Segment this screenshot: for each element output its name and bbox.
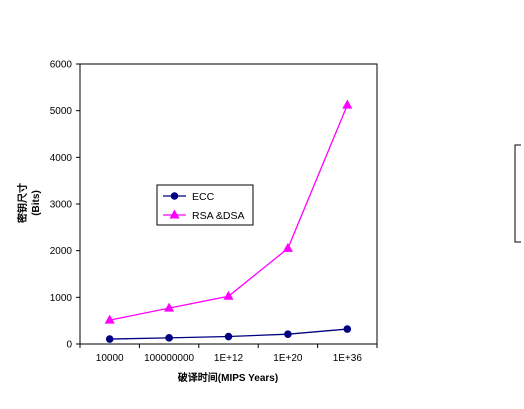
y-tick-label: 0 <box>66 340 72 351</box>
legend-label-rsa-dsa: RSA &DSA <box>192 210 245 222</box>
y-tick-label: 2000 <box>50 246 73 257</box>
data-point-ecc <box>105 335 114 343</box>
data-point-rsa-dsa <box>342 99 353 109</box>
x-axis-ticks: 10000 100000000 1E+12 1E+20 1E+36 <box>79 344 378 364</box>
x-tick-label: 1E+36 <box>333 353 363 364</box>
data-point-rsa-dsa <box>223 290 234 300</box>
legend-marker-ecc <box>170 192 179 200</box>
data-point-ecc <box>284 330 292 339</box>
x-tick-label: 10000 <box>96 353 124 364</box>
y-tick-label: 5000 <box>50 106 73 117</box>
data-point-ecc <box>224 332 233 341</box>
y-axis-ticks: 0 1000 2000 3000 4000 5000 6000 <box>50 60 80 351</box>
legend-label-ecc: ECC <box>192 191 215 203</box>
data-point-rsa-dsa <box>282 242 293 252</box>
y-axis-label: 密钥尺寸 <box>16 183 29 223</box>
y-axis-title: 密钥尺寸 (Bits) <box>16 183 42 223</box>
x-tick-label: 1E+20 <box>273 353 303 364</box>
data-point-rsa-dsa <box>164 302 175 312</box>
data-point-ecc <box>343 325 352 333</box>
y-tick-label: 6000 <box>50 60 73 71</box>
data-point-ecc <box>165 334 173 342</box>
y-tick-label: 4000 <box>50 153 73 164</box>
x-tick-label: 1E+12 <box>214 353 244 364</box>
legend: ECC RSA &DSA <box>156 184 254 226</box>
legend-marker-rsa-dsa <box>169 209 180 219</box>
bracket-decoration <box>514 144 521 243</box>
series-layer <box>104 99 353 343</box>
y-tick-label: 3000 <box>50 200 73 211</box>
data-point-rsa-dsa <box>104 314 115 324</box>
x-tick-label: 100000000 <box>144 353 194 364</box>
y-tick-label: 1000 <box>50 293 73 304</box>
y-axis-unit: (Bits) <box>31 190 42 216</box>
x-axis-label: 破译时间(MIPS Years) <box>178 371 278 384</box>
